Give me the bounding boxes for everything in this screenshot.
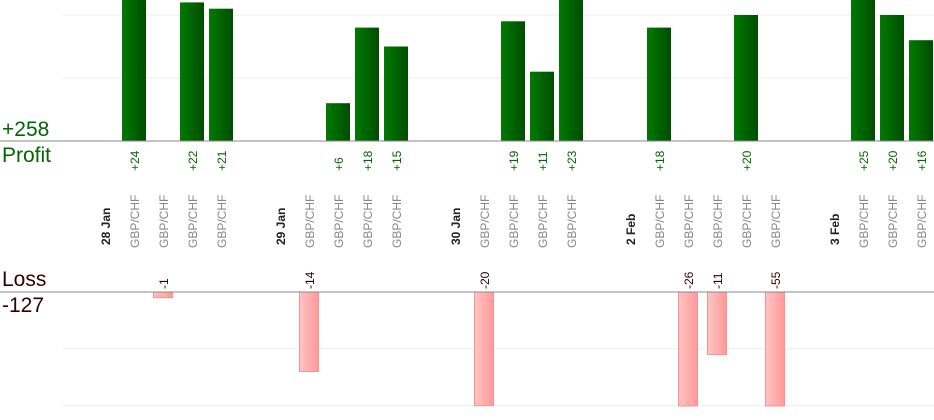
profit-value-label: +11 [536,151,550,171]
loss-bar [707,291,727,355]
pair-label: GBP/CHF [857,195,871,248]
profit-value-label: +24 [128,150,142,171]
pair-label: GBP/CHF [886,195,900,248]
loss-total: -127 [2,294,45,317]
profit-value-label: +22 [186,150,200,171]
loss-value-label: -55 [769,271,783,289]
loss-value-label: -11 [711,272,725,289]
pair-label: GBP/CHF [215,195,229,248]
loss-bar [474,291,494,407]
profit-value-label: +20 [740,150,754,171]
loss-value-label: -1 [157,278,171,289]
profit-bar [355,27,379,142]
pair-label: GBP/CHF [565,195,579,248]
loss-value-label: -14 [303,271,317,289]
profit-bar [501,21,525,141]
pair-label: GBP/CHF [478,195,492,248]
profit-bar [180,2,204,142]
profit-value-label: +19 [507,150,521,171]
profit-bar [384,46,408,141]
pair-label: GBP/CHF [303,195,317,248]
profit-bar [530,71,554,141]
loss-bar [678,291,698,407]
pair-label: GBP/CHF [507,195,521,248]
profit-bar [734,15,758,141]
pair-label: GBP/CHF [682,195,696,248]
profit-bar [559,0,583,141]
profit-bar [880,15,904,141]
date-label: 30 Jan [449,208,463,245]
profit-label: Profit [2,144,52,167]
profit-bar [122,0,146,141]
profit-value-label: +20 [886,150,900,171]
profit-value-label: +6 [332,157,346,171]
profit-value-label: +16 [915,150,929,171]
profit-total: +258 [2,118,50,141]
profit-value-label: +25 [857,150,871,171]
profit-value-label: +23 [565,150,579,171]
pair-label: GBP/CHF [390,195,404,248]
pair-label: GBP/CHF [740,195,754,248]
profit-bar [647,27,671,142]
pair-label: GBP/CHF [915,195,929,248]
pair-label: GBP/CHF [128,195,142,248]
pair-label: GBP/CHF [769,195,783,248]
date-label: 3 Feb [828,214,842,245]
date-label: 29 Jan [274,208,288,245]
loss-label: Loss [2,268,47,291]
profit-bar [326,103,350,141]
pair-label: GBP/CHF [332,195,346,248]
loss-bar [765,291,785,407]
pair-label: GBP/CHF [186,195,200,248]
profit-bar [909,40,933,142]
pair-label: GBP/CHF [536,195,550,248]
profit-value-label: +21 [215,150,229,171]
loss-value-label: -20 [478,271,492,289]
loss-value-label: -26 [682,271,696,289]
profit-bar [209,8,233,142]
pair-label: GBP/CHF [361,195,375,248]
loss-bar [299,291,319,373]
date-label: 28 Jan [99,208,113,245]
pair-label: GBP/CHF [157,195,171,248]
profit-value-label: +15 [390,150,404,171]
profit-value-label: +18 [653,150,667,171]
loss-bar [153,291,173,299]
profit-bar [851,0,875,141]
pair-label: GBP/CHF [711,195,725,248]
pair-label: GBP/CHF [653,195,667,248]
date-label: 2 Feb [624,214,638,245]
profit-value-label: +18 [361,150,375,171]
